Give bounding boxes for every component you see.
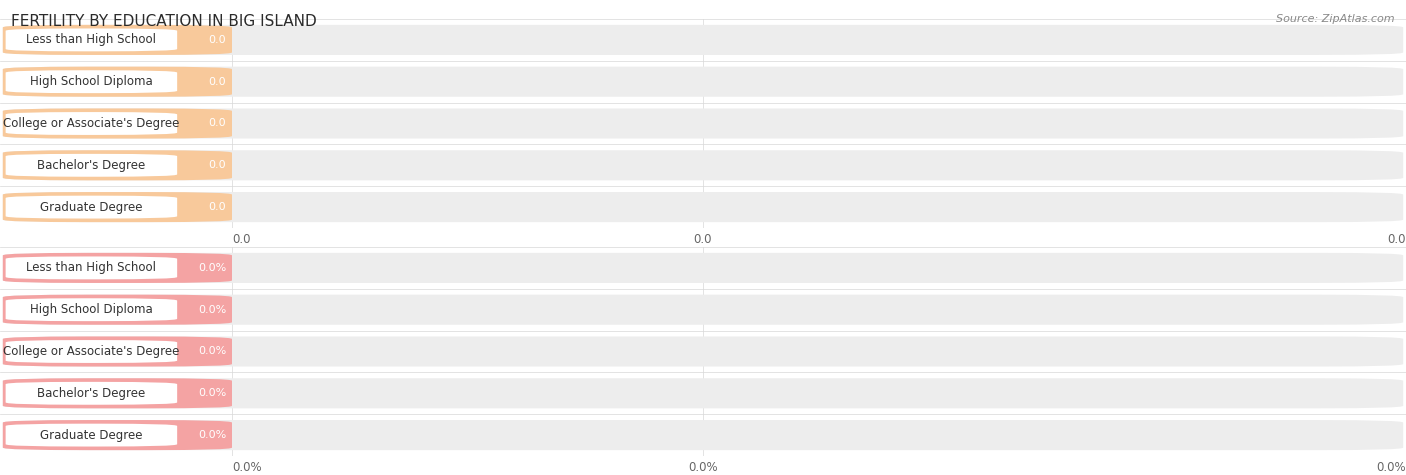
Text: 0.0: 0.0	[693, 233, 713, 246]
Text: Bachelor's Degree: Bachelor's Degree	[38, 159, 145, 172]
Text: Source: ZipAtlas.com: Source: ZipAtlas.com	[1277, 14, 1395, 24]
FancyBboxPatch shape	[3, 294, 1403, 325]
FancyBboxPatch shape	[3, 378, 1403, 408]
Text: 0.0%: 0.0%	[232, 461, 262, 474]
FancyBboxPatch shape	[3, 150, 1403, 180]
Text: College or Associate's Degree: College or Associate's Degree	[3, 345, 180, 358]
FancyBboxPatch shape	[6, 382, 177, 405]
FancyBboxPatch shape	[3, 192, 1403, 222]
FancyBboxPatch shape	[3, 25, 1403, 55]
Text: Graduate Degree: Graduate Degree	[41, 200, 142, 214]
Text: FERTILITY BY EDUCATION IN BIG ISLAND: FERTILITY BY EDUCATION IN BIG ISLAND	[11, 14, 316, 29]
Text: Less than High School: Less than High School	[27, 33, 156, 47]
FancyBboxPatch shape	[3, 420, 232, 450]
Text: 0.0: 0.0	[208, 202, 226, 212]
Text: High School Diploma: High School Diploma	[30, 75, 153, 88]
FancyBboxPatch shape	[6, 340, 177, 363]
FancyBboxPatch shape	[6, 256, 177, 279]
FancyBboxPatch shape	[3, 66, 232, 97]
FancyBboxPatch shape	[3, 192, 232, 222]
Text: 0.0%: 0.0%	[1376, 461, 1406, 474]
Text: 0.0%: 0.0%	[688, 461, 718, 474]
Text: 0.0: 0.0	[208, 76, 226, 87]
Text: High School Diploma: High School Diploma	[30, 303, 153, 316]
FancyBboxPatch shape	[3, 253, 1403, 283]
FancyBboxPatch shape	[3, 336, 232, 367]
FancyBboxPatch shape	[6, 424, 177, 446]
Text: Graduate Degree: Graduate Degree	[41, 428, 142, 442]
FancyBboxPatch shape	[6, 28, 177, 51]
FancyBboxPatch shape	[6, 196, 177, 218]
Text: 0.0%: 0.0%	[198, 346, 226, 357]
FancyBboxPatch shape	[6, 154, 177, 177]
Text: 0.0: 0.0	[208, 118, 226, 129]
FancyBboxPatch shape	[3, 108, 232, 139]
Text: 0.0: 0.0	[1388, 233, 1406, 246]
FancyBboxPatch shape	[3, 294, 232, 325]
FancyBboxPatch shape	[6, 70, 177, 93]
Text: Less than High School: Less than High School	[27, 261, 156, 275]
Text: Bachelor's Degree: Bachelor's Degree	[38, 387, 145, 400]
FancyBboxPatch shape	[3, 378, 232, 408]
FancyBboxPatch shape	[3, 336, 1403, 367]
FancyBboxPatch shape	[3, 25, 232, 55]
FancyBboxPatch shape	[3, 66, 1403, 97]
FancyBboxPatch shape	[6, 112, 177, 135]
Text: 0.0: 0.0	[208, 160, 226, 171]
Text: 0.0: 0.0	[208, 35, 226, 45]
Text: 0.0%: 0.0%	[198, 430, 226, 440]
Text: 0.0%: 0.0%	[198, 388, 226, 399]
FancyBboxPatch shape	[6, 298, 177, 321]
Text: College or Associate's Degree: College or Associate's Degree	[3, 117, 180, 130]
FancyBboxPatch shape	[3, 108, 1403, 139]
FancyBboxPatch shape	[3, 420, 1403, 450]
FancyBboxPatch shape	[3, 253, 232, 283]
Text: 0.0: 0.0	[232, 233, 250, 246]
Text: 0.0%: 0.0%	[198, 263, 226, 273]
Text: 0.0%: 0.0%	[198, 304, 226, 315]
FancyBboxPatch shape	[3, 150, 232, 180]
